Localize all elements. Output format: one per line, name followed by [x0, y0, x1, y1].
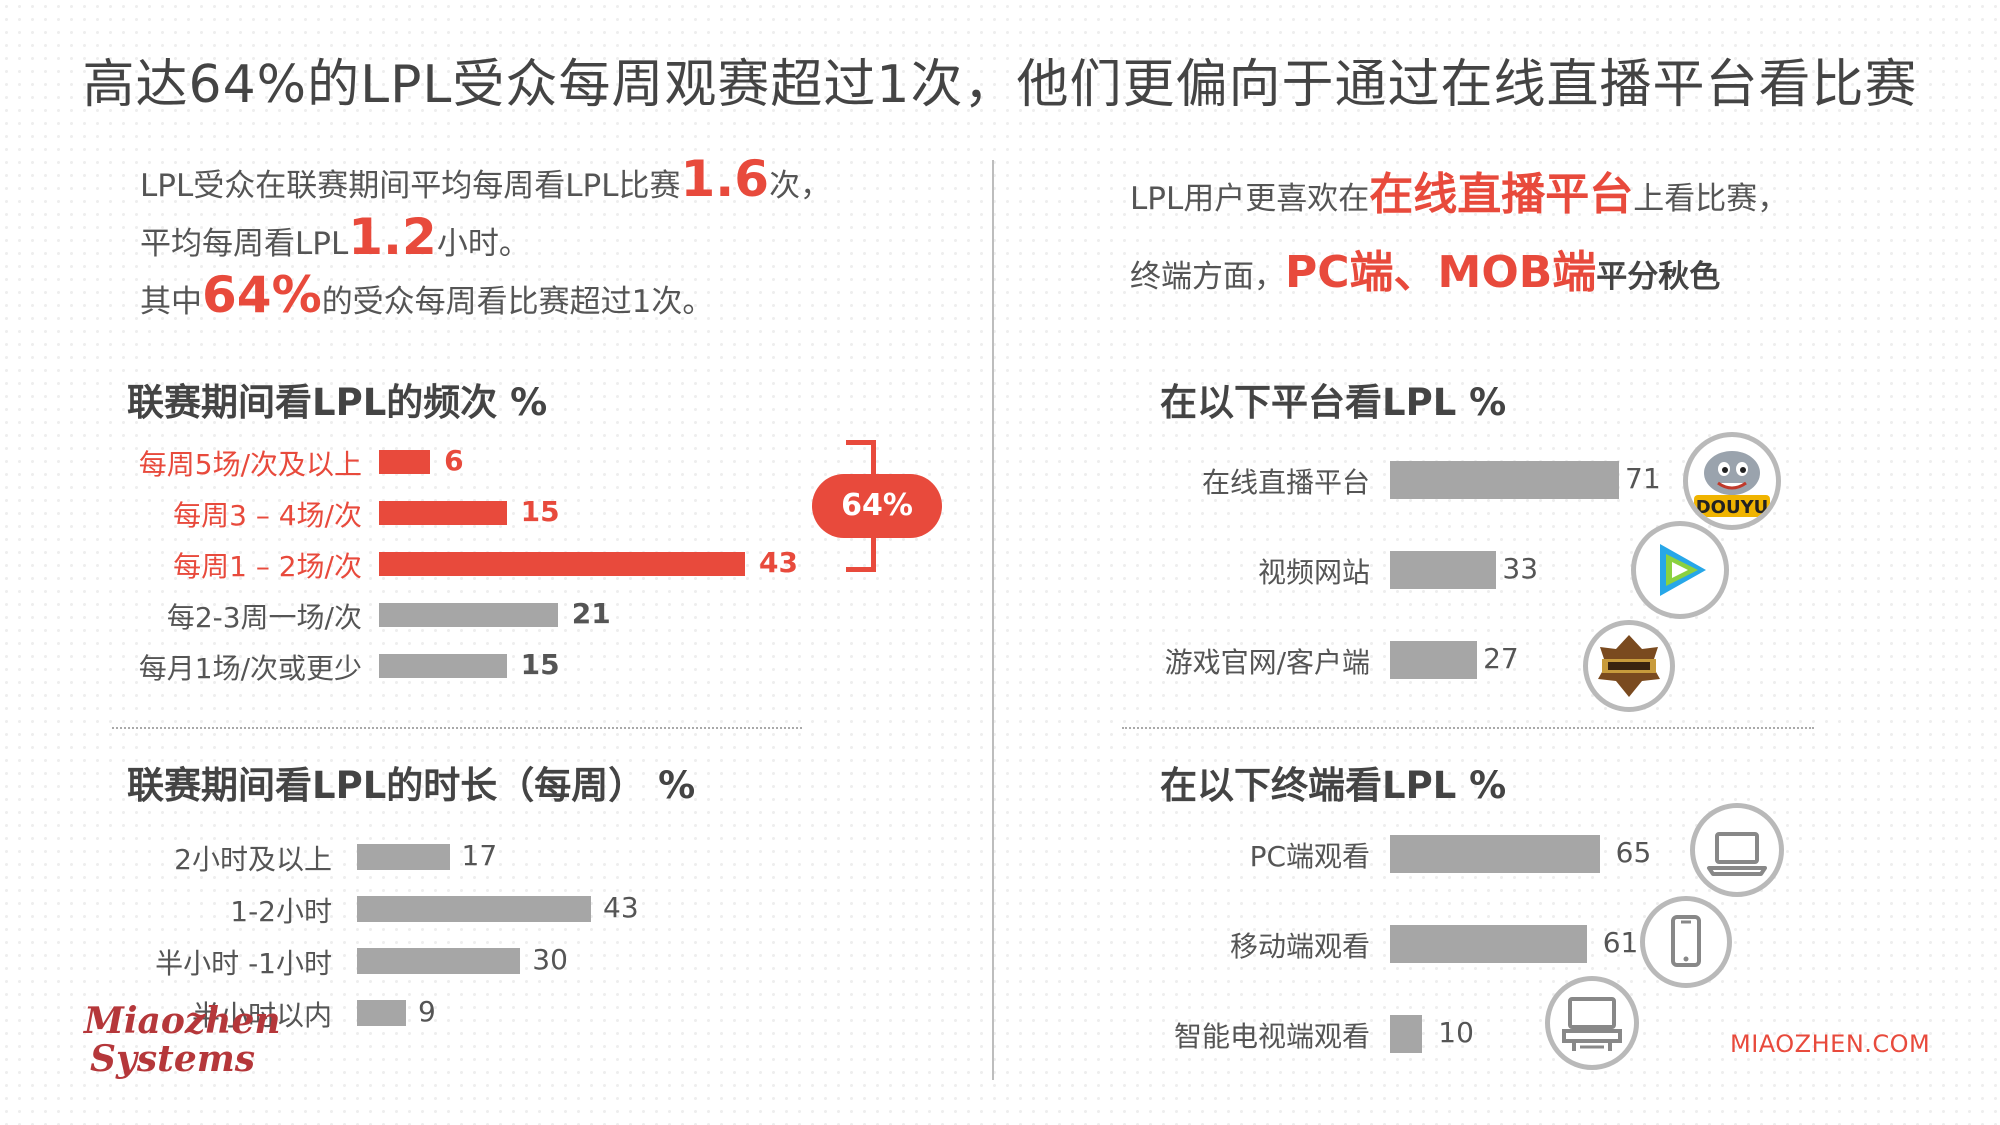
left-intro-line-3: 其中64%的受众每周看比赛超过1次。	[140, 266, 713, 324]
category-label: 每周3 – 4场/次	[173, 499, 362, 532]
bar	[1390, 925, 1587, 963]
bar	[357, 896, 591, 922]
category-label: 半小时以内	[191, 999, 332, 1032]
vertical-divider	[992, 160, 994, 1080]
live-platform-highlight: 在线直播平台	[1369, 169, 1634, 220]
douyu-logo-icon: DOUYU	[1683, 432, 1781, 530]
frequency-chart-title: 联赛期间看LPL的频次 %	[127, 381, 548, 424]
bar	[1390, 835, 1600, 873]
value-label: 33	[1502, 552, 1539, 585]
value-label: 17	[461, 839, 498, 872]
right-intro-line-2: 终端方面，PC端、MOB端平分秋色	[1130, 236, 1720, 300]
tencent-video-icon	[1631, 521, 1729, 619]
sum-badge: 64%	[812, 474, 942, 538]
intro-text: 其中	[140, 284, 202, 320]
category-label: 视频网站	[1257, 556, 1370, 589]
category-label: 每2-3周一场/次	[166, 601, 362, 634]
intro-text: 平分秋色	[1596, 259, 1721, 295]
category-label: 2小时及以上	[174, 843, 332, 876]
miaozhen-logo: Miaozhen Systems	[84, 1002, 281, 1078]
svg-text:DOUYU: DOUYU	[1696, 497, 1769, 518]
value-label: 15	[520, 495, 560, 528]
value-label: 21	[571, 597, 611, 630]
category-label: 游戏官网/客户端	[1164, 646, 1370, 679]
intro-text: LPL用户更喜欢在	[1130, 181, 1370, 217]
avg-hours-highlight: 1.2	[348, 208, 437, 266]
intro-text: 上看比赛，	[1633, 181, 1789, 217]
value-label: 9	[417, 995, 436, 1028]
bar	[379, 552, 745, 576]
right-horizontal-divider	[1122, 727, 1814, 729]
value-label: 27	[1483, 642, 1519, 675]
bar	[357, 844, 450, 870]
avg-matches-highlight: 1.6	[680, 150, 770, 208]
smartphone-icon	[1640, 896, 1732, 988]
category-label: 移动端观看	[1229, 930, 1370, 963]
value-label: 65	[1615, 836, 1652, 869]
bar	[379, 603, 558, 627]
duration-chart-title: 联赛期间看LPL的时长（每周） %	[127, 764, 696, 807]
value-label: 10	[1438, 1016, 1474, 1049]
footer-site: MIAOZHEN.COM	[1730, 1030, 1931, 1058]
category-label: 1-2小时	[230, 895, 332, 928]
category-label: 半小时 -1小时	[155, 947, 332, 980]
page-title: 高达64%的LPL受众每周观赛超过1次，他们更偏向于通过在线直播平台看比赛	[82, 55, 1918, 115]
left-intro-line-2: 平均每周看LPL1.2小时。	[140, 208, 530, 266]
pc-mob-highlight: PC端、MOB端	[1285, 247, 1597, 298]
logo-line-1: Miaozhen	[84, 1000, 281, 1042]
left-intro-line-1: LPL受众在联赛期间平均每周看LPL比赛1.6次，	[140, 150, 831, 208]
intro-text: LPL受众在联赛期间平均每周看LPL比赛	[140, 168, 681, 204]
value-label: 43	[603, 891, 639, 924]
smart-tv-icon	[1545, 976, 1639, 1070]
bar	[1390, 461, 1619, 499]
intro-text: 小时。	[436, 226, 530, 262]
value-label: 6	[444, 444, 464, 477]
bar	[1390, 1015, 1423, 1053]
value-label: 61	[1602, 926, 1639, 959]
intro-text: 终端方面，	[1130, 259, 1285, 295]
game-client-icon	[1583, 620, 1675, 712]
logo-line-2: Systems	[90, 1038, 256, 1080]
right-intro-line-1: LPL用户更喜欢在在线直播平台上看比赛，	[1130, 158, 1788, 222]
laptop-icon	[1690, 803, 1784, 897]
platform-chart-title: 在以下平台看LPL %	[1160, 381, 1507, 424]
bar	[1390, 551, 1497, 589]
bar	[379, 654, 507, 678]
category-label: 每月1场/次或更少	[138, 652, 362, 685]
share-highlight: 64%	[202, 266, 322, 324]
bar	[1390, 641, 1478, 679]
category-label: 在线直播平台	[1201, 466, 1370, 499]
value-label: 71	[1625, 462, 1661, 495]
intro-text: 的受众每周看比赛超过1次。	[321, 284, 714, 320]
category-label: 每周5场/次及以上	[138, 448, 362, 481]
bar	[357, 948, 521, 974]
bar	[357, 1000, 406, 1026]
value-label: 43	[759, 546, 798, 579]
category-label: 智能电视端观看	[1173, 1020, 1370, 1053]
value-label: 30	[532, 943, 568, 976]
intro-text: 次，	[769, 168, 832, 204]
bar	[379, 501, 507, 525]
value-label: 15	[520, 648, 560, 681]
intro-text: 平均每周看LPL	[140, 226, 349, 262]
category-label: PC端观看	[1249, 840, 1370, 873]
bar	[379, 450, 431, 474]
device-chart-title: 在以下终端看LPL %	[1160, 764, 1507, 807]
category-label: 每周1 – 2场/次	[173, 550, 362, 583]
left-horizontal-divider	[112, 727, 802, 729]
